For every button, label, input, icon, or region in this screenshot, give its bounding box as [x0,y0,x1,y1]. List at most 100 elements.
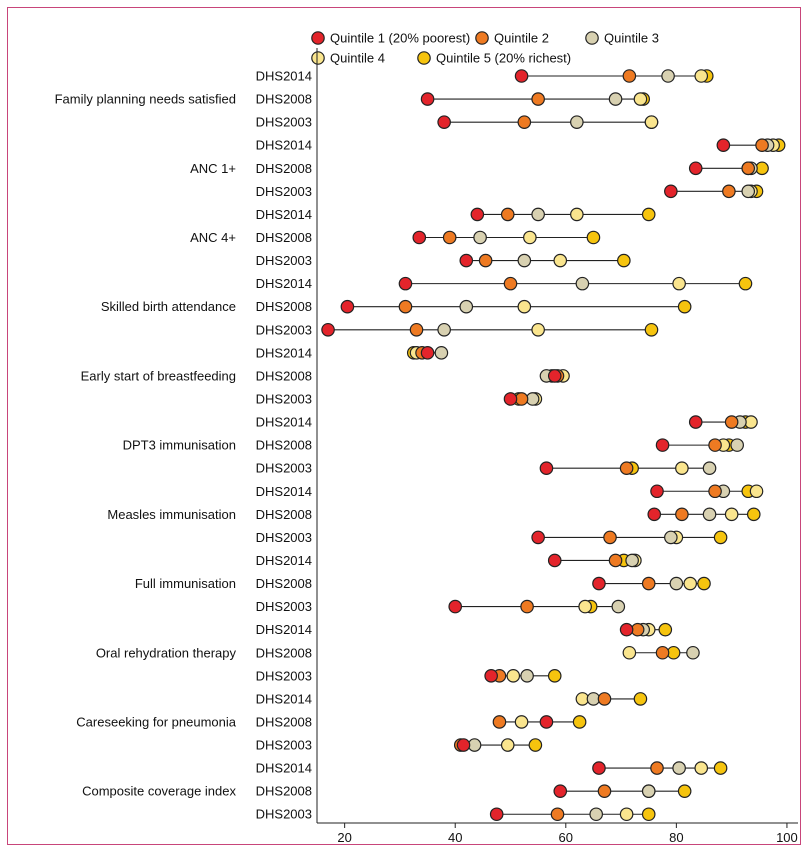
data-point-q2 [622,69,637,83]
data-point-q1 [553,784,568,798]
indicator-group: Full immunisation DHS2014 DHS2008 DHS2003 [135,553,711,614]
data-point-q2 [442,230,457,245]
data-point-q2 [500,207,515,222]
survey-label: DHS2014 [256,415,312,430]
survey-label: DHS2014 [256,622,312,637]
data-point-q2 [550,807,565,822]
survey-label: DHS2003 [256,530,312,545]
data-point-q1 [398,276,413,291]
indicator-group: Skilled birth attendance DHS2014 DHS2008 DH… [101,276,753,337]
data-point-q2 [531,92,545,106]
data-point-q3 [473,230,487,245]
x-tick-label: 20 [337,830,351,844]
survey-label: DHS2003 [256,599,312,614]
indicator-group: Early start of breastfeeding DHS2014 DHS20… [81,345,570,406]
data-point-q4 [675,461,689,475]
survey-label: DHS2008 [256,161,312,176]
data-point-q4 [514,715,529,729]
x-tick-label: 40 [448,830,462,844]
data-point-q1 [484,669,498,683]
chart-rows: Family planning needs satisfied DHS2014 DH… [55,69,786,822]
data-point-q4 [633,92,648,106]
data-point-q1 [420,92,435,106]
data-point-q2 [741,161,756,176]
data-point-q1 [650,484,664,499]
data-point-q1 [456,738,471,752]
data-point-q2 [597,692,612,706]
data-point-q3 [531,207,545,222]
data-point-q4 [644,115,659,129]
indicator-group: Measles immunisation DHS2014 DHS2008 DHS200… [107,484,764,545]
survey-label: DHS2003 [256,668,312,683]
data-point-q5 [641,807,656,822]
survey-label: DHS2003 [256,391,312,406]
data-point-q4 [694,69,709,83]
data-point-q5 [528,738,543,752]
data-point-q1 [655,438,670,452]
data-point-q5 [746,507,761,522]
data-point-q3 [702,507,717,522]
x-tick-label: 80 [669,830,683,844]
data-point-q5 [547,669,562,683]
indicator-label: Family planning needs satisfied [55,92,236,107]
data-point-q1 [459,253,474,268]
survey-label: DHS2003 [256,115,312,130]
data-point-q3 [730,438,744,452]
data-point-q2 [409,322,424,337]
data-point-q2 [708,438,722,452]
indicator-group: Composite coverage index DHS2014 DHS2008 DH… [82,761,728,822]
data-point-q5 [644,322,659,337]
survey-label: DHS2014 [256,345,312,360]
indicator-group: ANC 4+ DHS2014 DHS2008 DHS2003 [190,207,656,268]
data-point-q1 [716,138,731,153]
data-point-q5 [572,715,587,729]
data-point-q3 [517,253,532,268]
data-point-q1 [437,115,451,129]
data-point-q4 [517,299,532,314]
survey-label: DHS2014 [256,276,312,291]
survey-label: DHS2008 [256,299,312,314]
data-point-q5 [677,299,692,314]
data-point-q3 [641,784,656,798]
survey-label: DHS2014 [256,138,312,153]
x-tick-label: 60 [559,830,573,844]
survey-label: DHS2014 [256,207,312,222]
data-point-q1 [619,622,634,637]
data-point-q4 [622,645,637,660]
data-point-q2 [492,715,507,729]
survey-label: DHS2003 [256,253,312,268]
indicator-label: Full immunisation [135,576,236,591]
data-point-q2 [724,415,739,429]
data-point-q4 [523,230,537,245]
data-point-q2 [503,276,518,291]
chart-frame: Quintile 1 (20% poorest) Quintile 2 Quinti… [7,7,801,845]
survey-label: DHS2008 [256,230,312,245]
data-point-q5 [633,692,648,706]
data-point-q4 [506,669,521,683]
data-point-q2 [675,507,689,522]
indicator-group: ANC 1+ DHS2014 DHS2008 DHS2003 [190,138,786,199]
data-point-q1 [547,553,562,568]
survey-label: DHS2008 [256,92,312,107]
survey-label: DHS2003 [256,184,312,199]
data-point-q5 [713,761,728,775]
x-axis: 20 40 60 80 100 [316,48,798,844]
survey-label: DHS2014 [256,761,312,776]
indicator-group: Careseeking for pneumonia DHS2014 DHS2008 D… [76,691,648,753]
data-point-q3 [520,669,534,683]
data-point-q4 [570,207,584,222]
data-point-q3 [459,299,474,314]
data-point-q5 [641,207,656,222]
data-point-q5 [738,276,753,291]
survey-label: DHS2014 [256,484,312,499]
data-point-q5 [658,622,673,637]
data-point-q4 [578,599,592,614]
survey-label: DHS2008 [256,714,312,729]
data-point-q1 [647,507,662,522]
data-point-q4 [694,761,709,775]
legend-marker-q1 [311,31,325,45]
data-point-q4 [500,738,515,752]
legend-marker-q5 [417,51,431,65]
data-point-q1 [531,530,545,545]
data-point-q2 [517,115,532,129]
